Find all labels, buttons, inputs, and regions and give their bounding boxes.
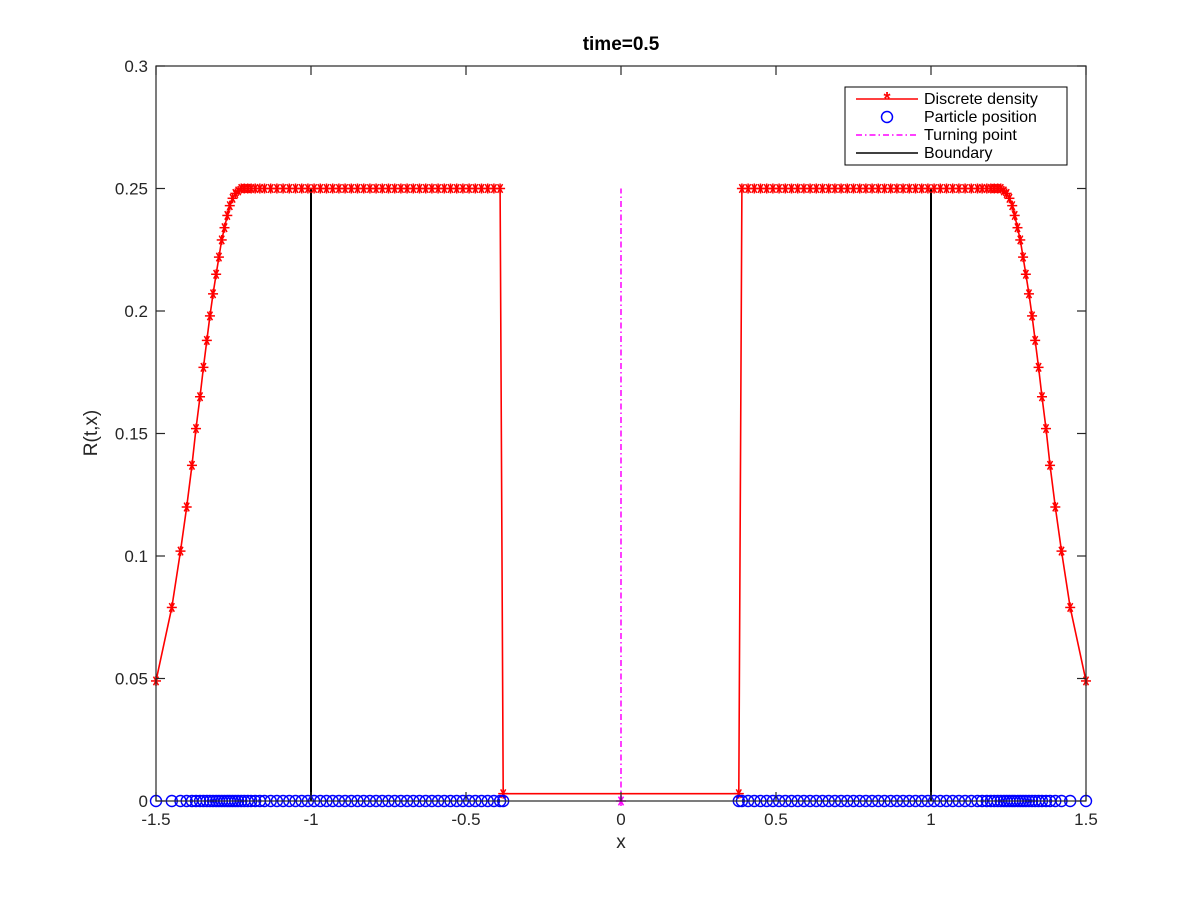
density-point bbox=[222, 210, 233, 221]
density-point bbox=[1050, 502, 1061, 512]
density-point bbox=[891, 183, 902, 194]
legend-label-turning: Turning point bbox=[924, 127, 1017, 144]
density-point bbox=[885, 183, 896, 194]
boundary-lines bbox=[310, 188, 932, 801]
density-point bbox=[811, 183, 822, 194]
density-point bbox=[186, 460, 197, 471]
density-point bbox=[836, 183, 847, 194]
density-point bbox=[1007, 200, 1018, 211]
density-point bbox=[1027, 310, 1038, 321]
x-tick-label: -1 bbox=[303, 810, 318, 829]
legend-particle-marker bbox=[880, 110, 894, 124]
y-tick-label: 0.15 bbox=[115, 425, 148, 444]
legend-label-particle: Particle position bbox=[924, 109, 1037, 126]
density-point bbox=[1036, 391, 1047, 402]
x-ticks: -1.5 -1 -0.5 0 0.5 1 1.5 bbox=[141, 66, 1098, 829]
density-point bbox=[910, 183, 921, 194]
x-tick-label: 0.5 bbox=[764, 810, 788, 829]
density-point bbox=[204, 310, 215, 321]
density-point bbox=[792, 183, 803, 194]
density-point bbox=[315, 183, 326, 194]
density-point bbox=[1012, 222, 1023, 233]
density-point bbox=[966, 183, 977, 194]
x-axis-label: x bbox=[616, 832, 626, 853]
density-point bbox=[1045, 460, 1056, 471]
chart-title: time=0.5 bbox=[583, 34, 660, 55]
y-tick-label: 0.05 bbox=[115, 670, 148, 689]
density-point bbox=[1018, 252, 1029, 263]
density-series bbox=[151, 183, 1091, 806]
x-tick-label: -0.5 bbox=[451, 810, 480, 829]
density-point bbox=[867, 183, 878, 194]
legend-box bbox=[844, 86, 1068, 166]
y-axis-label: R(t,x) bbox=[81, 410, 102, 456]
legend-label-boundary: Boundary bbox=[924, 145, 993, 162]
density-point bbox=[786, 183, 797, 194]
density-point bbox=[383, 183, 394, 194]
density-point bbox=[1041, 423, 1052, 434]
density-point bbox=[774, 183, 785, 194]
density-point bbox=[1009, 210, 1020, 221]
legend-label-density: Discrete density bbox=[924, 91, 1038, 108]
density-point bbox=[166, 602, 177, 613]
density-point bbox=[216, 234, 227, 245]
density-point bbox=[296, 183, 307, 194]
density-point bbox=[211, 269, 222, 280]
density-point bbox=[208, 288, 219, 299]
density-point bbox=[1015, 234, 1026, 245]
density-point bbox=[284, 183, 295, 194]
density-point bbox=[201, 335, 212, 346]
density-point bbox=[1023, 288, 1034, 299]
density-point bbox=[219, 222, 230, 233]
x-tick-label: 1.5 bbox=[1074, 810, 1098, 829]
density-point bbox=[848, 183, 859, 194]
density-point bbox=[953, 183, 964, 194]
y-tick-label: 0 bbox=[139, 792, 148, 811]
density-point bbox=[922, 183, 933, 194]
density-point bbox=[1033, 362, 1044, 373]
legend-density-marker: * bbox=[883, 89, 890, 109]
density-point bbox=[743, 183, 754, 194]
density-point bbox=[495, 183, 506, 194]
x-tick-label: 1 bbox=[926, 810, 935, 829]
density-point bbox=[1020, 269, 1031, 280]
x-tick-label: 0 bbox=[616, 810, 625, 829]
density-point bbox=[1030, 335, 1041, 346]
density-point bbox=[175, 546, 186, 557]
density-point bbox=[181, 502, 192, 512]
x-tick-label: -1.5 bbox=[141, 810, 170, 829]
y-tick-label: 0.1 bbox=[124, 547, 148, 566]
density-point bbox=[271, 183, 282, 194]
density-point bbox=[198, 362, 209, 373]
density-point bbox=[482, 183, 493, 194]
density-point bbox=[736, 183, 747, 194]
y-ticks: 0 0.05 0.1 0.15 0.2 0.25 0.3 bbox=[115, 57, 1086, 811]
density-point bbox=[470, 183, 481, 194]
y-tick-label: 0.25 bbox=[115, 180, 148, 199]
density-point bbox=[259, 183, 270, 194]
density-point bbox=[190, 423, 201, 434]
y-tick-label: 0.2 bbox=[124, 302, 148, 321]
density-point bbox=[1065, 602, 1076, 613]
legend: * Discrete density Particle position Tur… bbox=[844, 86, 1068, 166]
density-point bbox=[278, 183, 289, 194]
y-tick-label: 0.3 bbox=[124, 57, 148, 76]
density-point bbox=[195, 391, 206, 402]
density-point bbox=[340, 183, 351, 194]
density-point bbox=[1056, 546, 1067, 557]
density-point bbox=[213, 252, 224, 263]
